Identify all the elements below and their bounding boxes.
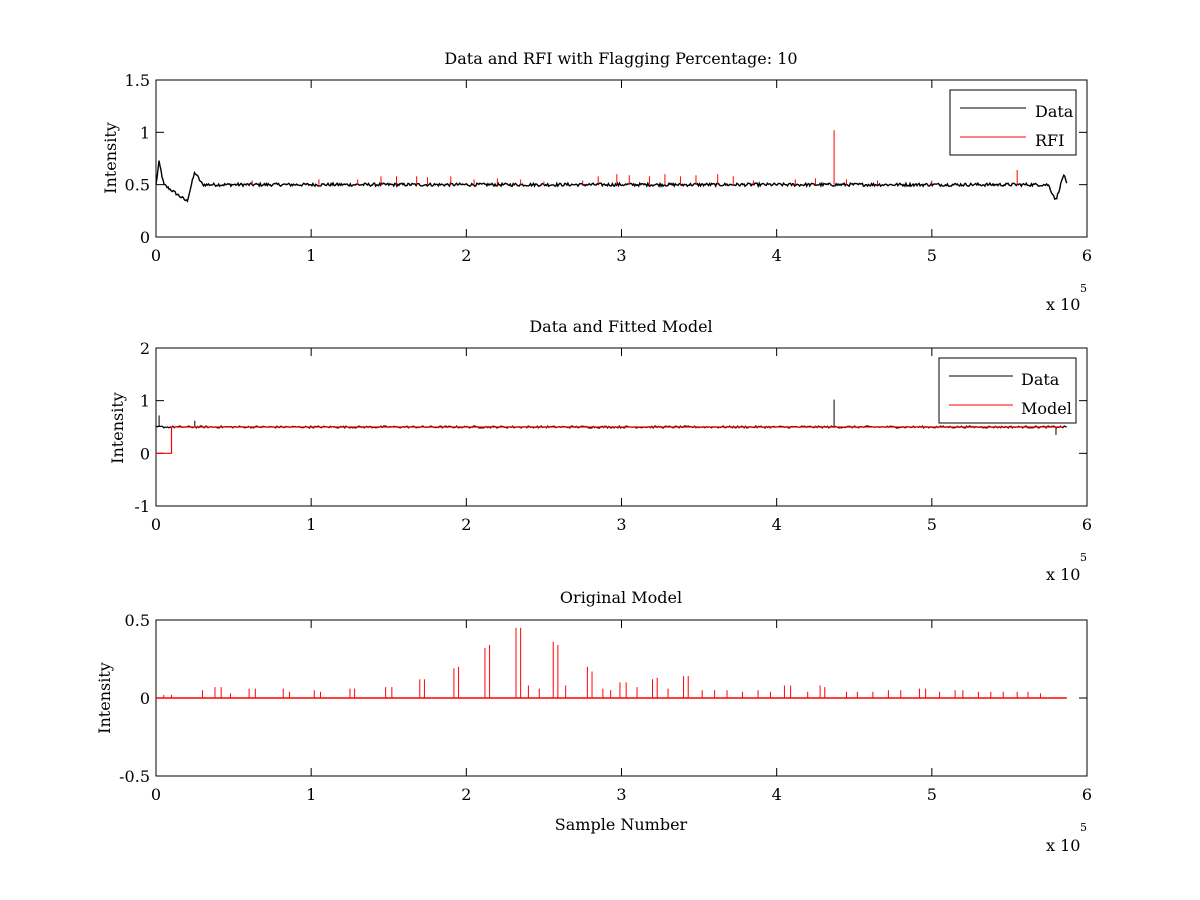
panel-2-ytick-label: -1 [134,497,150,516]
panel-1-xtick-label: 2 [461,246,471,265]
panel-1-series-data [155,160,1068,203]
panel-3-title: Original Model [560,588,682,607]
panel-1-series-data-line [155,160,1068,203]
panel-3: Original Model Intensity Sample Number x… [95,588,1092,855]
panel-2-ytick-label: 1 [140,392,150,411]
panel-1-legend-rfi-label: RFI [1035,131,1064,150]
panel-2-legend-model-label: Model [1021,399,1072,418]
panel-3-plot-area [155,619,1088,777]
panel-3-xtick-label: 5 [927,785,937,804]
panel-2-xtick-label: 4 [772,515,782,534]
panel-3-xtick-label: 3 [616,785,626,804]
panel-2-x-multiplier: x 10 [1046,565,1080,584]
panel-1-xtick-label: 6 [1082,246,1092,265]
panel-2-ytick-label: 0 [140,444,150,463]
panel-3-xtick-label: 6 [1082,785,1092,804]
panel-3-ytick-label: 0 [140,689,150,708]
panel-1-ytick-label: 0 [140,228,150,247]
panel-2-xtick-label: 1 [306,515,316,534]
panel-2-title: Data and Fitted Model [529,317,712,336]
panel-2-legend-box [938,357,1077,424]
panel-2-series-model-line [156,426,1064,454]
panel-1-legend-data-label: Data [1035,102,1074,121]
panel-3-xlabel: Sample Number [555,815,688,834]
panel-3-ylabel: Intensity [95,662,114,734]
panel-1-axes-box [155,79,1088,238]
panel-3-series-model [156,627,1067,699]
panel-1-xtick-label: 5 [927,246,937,265]
panel-3-ytick-label: -0.5 [119,767,150,786]
panel-2-xtick-label: 5 [927,515,937,534]
panel-2-plot-area [155,347,1088,507]
panel-1-ytick-label: 1.5 [125,71,150,90]
panel-2-legend: Data Model [938,357,1077,424]
panel-1-x-multiplier-exp: 5 [1080,282,1087,295]
panel-2-series-model [156,426,1064,454]
panel-2-legend-data-label: Data [1021,370,1060,389]
panel-1-x-multiplier: x 10 [1046,295,1080,314]
panel-3-ytick-label: 0.5 [125,611,150,630]
panel-3-xtick-label: 2 [461,785,471,804]
panel-1-series-rfi [251,130,1018,185]
panel-2-ylabel: Intensity [108,392,127,464]
panel-1: Data and RFI with Flagging Percentage: 1… [101,49,1092,314]
panel-1-xtick-label: 4 [772,246,782,265]
panel-3-xtick-label: 0 [151,785,161,804]
panel-2: Data and Fitted Model Intensity x 10 5 D… [108,317,1092,584]
panel-2-x-multiplier-exp: 5 [1080,551,1087,564]
panel-1-xtick-label: 1 [306,246,316,265]
panel-2-xtick-label: 2 [461,515,471,534]
panel-1-legend: Data RFI [949,89,1077,156]
panel-1-title: Data and RFI with Flagging Percentage: 1… [444,49,797,68]
panel-1-ylabel: Intensity [101,122,120,194]
panel-3-x-multiplier: x 10 [1046,836,1080,855]
panel-1-plot-area [155,79,1088,238]
panel-1-ytick-label: 0.5 [125,176,150,195]
panel-1-xtick-label: 3 [616,246,626,265]
panel-1-legend-box [949,89,1077,156]
panel-2-xtick-label: 0 [151,515,161,534]
panel-1-xtick-label: 0 [151,246,161,265]
panel-1-ytick-label: 1 [140,123,150,142]
panel-3-xtick-label: 1 [306,785,316,804]
panel-2-xtick-label: 3 [616,515,626,534]
panel-3-x-multiplier-exp: 5 [1080,821,1087,834]
panel-3-xtick-label: 4 [772,785,782,804]
panel-2-xtick-label: 6 [1082,515,1092,534]
panel-2-ytick-label: 2 [140,339,150,358]
